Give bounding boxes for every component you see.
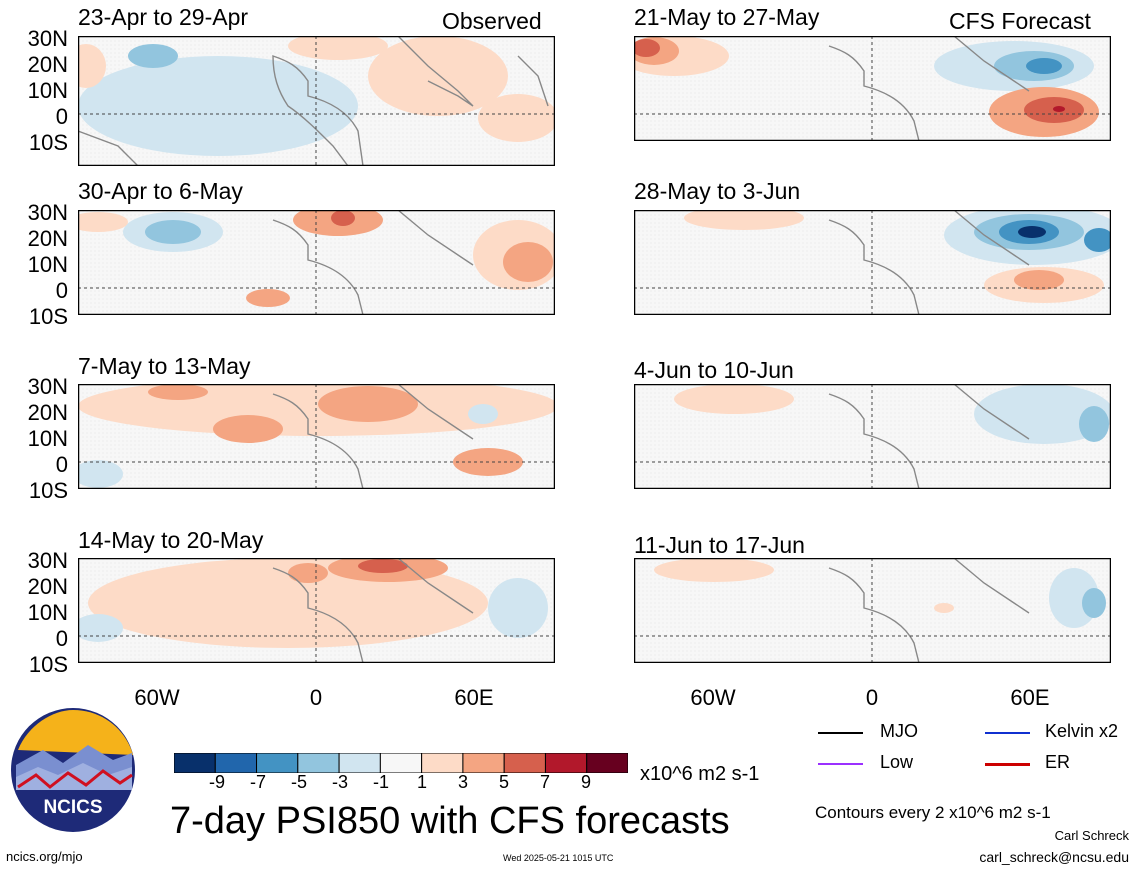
lat-label: 10N — [27, 600, 68, 625]
map-panel — [634, 210, 1111, 315]
map-panel — [78, 210, 555, 315]
colorbar-swatch — [586, 753, 628, 773]
er-line — [985, 763, 1030, 766]
low-line — [818, 763, 863, 765]
map-panel — [634, 36, 1111, 141]
colorbar-units: x10^6 m2 s-1 — [640, 763, 760, 785]
colorbar-label: -1 — [372, 772, 389, 792]
map-panel — [78, 36, 555, 166]
lat-label: 10S — [28, 130, 68, 155]
colorbar-label: -5 — [290, 772, 307, 792]
lat-label: 30N — [27, 26, 68, 51]
colorbar-swatch — [214, 753, 258, 773]
period-title: 14-May to 20-May — [78, 527, 264, 553]
contour-note: Contours every 2 x10^6 m2 s-1 — [815, 803, 1051, 822]
lat-label: 0 — [55, 104, 68, 129]
colorbar-label: -7 — [249, 772, 266, 792]
lat-label: 10N — [27, 78, 68, 103]
colorbar-swatch — [462, 753, 505, 773]
colorbar-swatch — [174, 753, 216, 773]
lat-label: 10N — [27, 426, 68, 451]
observed-header: Observed — [442, 8, 542, 34]
lat-label: 10S — [28, 478, 68, 503]
colorbar-swatch — [379, 753, 423, 773]
map-panel — [78, 384, 555, 489]
lat-label: 30N — [27, 374, 68, 399]
colorbar-label: 5 — [498, 772, 509, 792]
lat-label: 10S — [28, 652, 68, 677]
lon-label: 0 — [865, 685, 879, 710]
lon-label: 60E — [454, 685, 494, 710]
period-title: 4-Jun to 10-Jun — [634, 357, 794, 383]
colorbar-label: 9 — [580, 772, 591, 792]
map-panel — [78, 558, 555, 663]
main-title: 7-day PSI850 with CFS forecasts — [170, 800, 730, 842]
forecast-header: CFS Forecast — [949, 8, 1091, 34]
colorbar-label: 1 — [416, 772, 427, 792]
colorbar — [174, 753, 628, 773]
period-title: 28-May to 3-Jun — [634, 178, 801, 204]
email: carl_schreck@ncsu.edu — [979, 849, 1129, 865]
lon-label: 60E — [1010, 685, 1050, 710]
kelvin-line — [985, 732, 1030, 734]
colorbar-label: 3 — [457, 772, 468, 792]
colorbar-swatch — [503, 753, 546, 773]
lat-label: 0 — [55, 278, 68, 303]
colorbar-swatch — [338, 753, 381, 773]
colorbar-swatch — [421, 753, 464, 773]
period-title: 11-Jun to 17-Jun — [634, 532, 805, 558]
lon-label: 60W — [690, 685, 736, 710]
ncics-logo: NCICS — [11, 708, 135, 832]
period-title: 21-May to 27-May — [634, 4, 820, 30]
colorbar-swatch — [256, 753, 299, 773]
lat-label: 10N — [27, 252, 68, 277]
period-title: 30-Apr to 6-May — [78, 178, 243, 204]
lat-label: 20N — [27, 400, 68, 425]
lat-label: 30N — [27, 548, 68, 573]
lat-label: 20N — [27, 574, 68, 599]
logo-text: NCICS — [43, 797, 102, 818]
lat-label: 10S — [28, 304, 68, 329]
lat-label: 20N — [27, 52, 68, 77]
lat-label: 20N — [27, 226, 68, 251]
lat-label: 0 — [55, 452, 68, 477]
period-title: 23-Apr to 29-Apr — [78, 4, 249, 30]
lon-label: 0 — [309, 685, 323, 710]
er-label: ER — [1045, 752, 1071, 772]
colorbar-label: -3 — [331, 772, 348, 792]
map-panel — [634, 384, 1111, 489]
colorbar-swatch — [297, 753, 340, 773]
lat-label: 0 — [55, 626, 68, 651]
lon-label: 60W — [134, 685, 180, 710]
timestamp: Wed 2025-05-21 1015 UTC — [503, 853, 614, 863]
period-title: 7-May to 13-May — [78, 353, 251, 379]
map-panel — [634, 558, 1111, 663]
mjo-label: MJO — [880, 721, 918, 741]
mjo-line — [818, 732, 863, 734]
colorbar-swatch — [544, 753, 588, 773]
low-label: Low — [880, 752, 914, 772]
colorbar-label: 7 — [539, 772, 550, 792]
author: Carl Schreck — [1054, 828, 1129, 843]
site-url: ncics.org/mjo — [6, 849, 83, 864]
kelvin-label: Kelvin x2 — [1045, 721, 1119, 741]
lat-label: 30N — [27, 200, 68, 225]
colorbar-label: -9 — [208, 772, 225, 792]
